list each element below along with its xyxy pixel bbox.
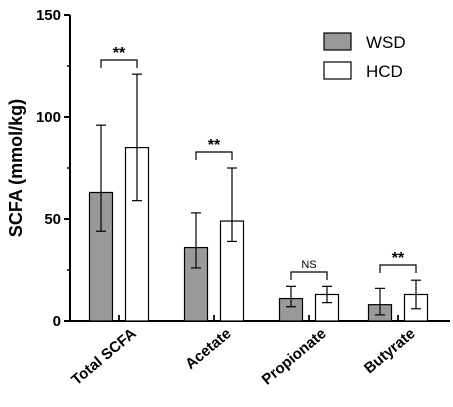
legend-swatch-hcd xyxy=(323,61,352,80)
x-tick-label: Propionate xyxy=(259,325,330,388)
significance-label: NS xyxy=(301,259,316,271)
x-tick-label: Total SCFA xyxy=(68,325,139,389)
x-tick-label: Acetate xyxy=(182,325,234,373)
significance-bracket xyxy=(195,151,233,160)
significance-label: ** xyxy=(392,250,405,267)
significance-bracket xyxy=(100,59,138,68)
y-axis-label: SCFA (mmol/kg) xyxy=(6,99,26,237)
legend-swatch-wsd xyxy=(323,32,352,51)
error-bars xyxy=(96,73,421,316)
significance-label: ** xyxy=(113,45,126,62)
legend-label-hcd: HCD xyxy=(366,62,403,81)
y-tick-label: 100 xyxy=(36,109,61,126)
significance-bracket xyxy=(290,271,328,280)
y-tick-label: 50 xyxy=(44,211,61,228)
significance-bracket xyxy=(379,264,417,273)
y-tick-label: 150 xyxy=(36,7,61,24)
legend: WSD HCD xyxy=(323,32,406,81)
legend-label-wsd: WSD xyxy=(366,33,406,52)
significance-annotations: ** ** NS ** xyxy=(100,45,417,280)
bars xyxy=(88,147,429,322)
y-tick-label: 0 xyxy=(53,313,61,330)
significance-label: ** xyxy=(208,137,221,154)
x-tick-label: Butyrate xyxy=(361,325,419,377)
